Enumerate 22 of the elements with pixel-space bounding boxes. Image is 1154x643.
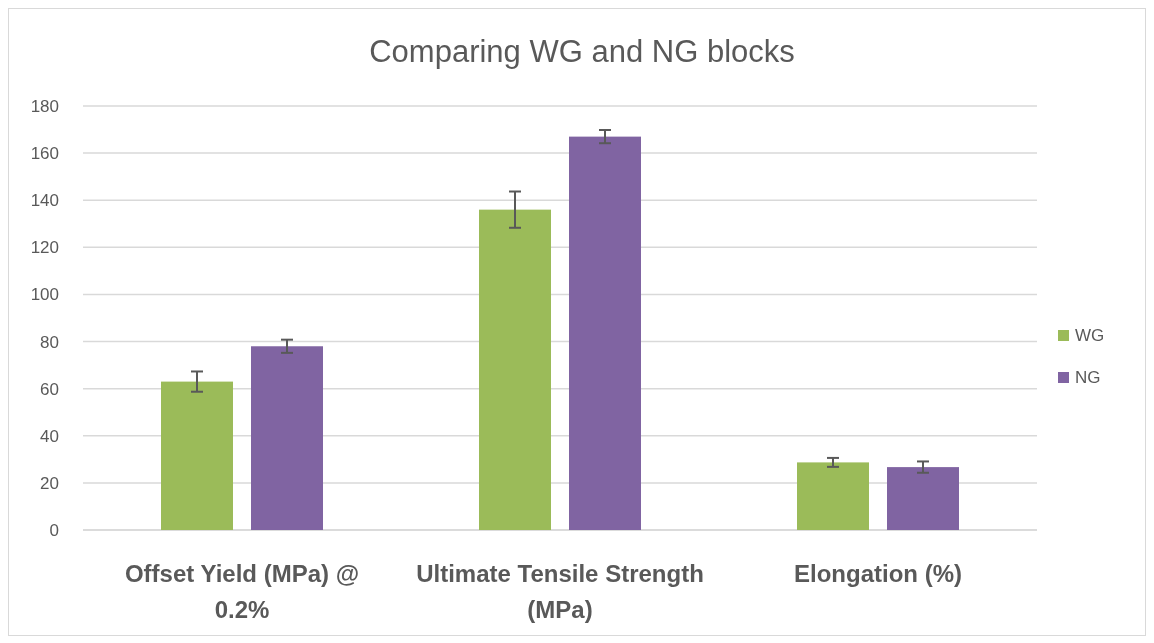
- x-tick-label: Elongation (%): [794, 560, 962, 587]
- legend-label: WG: [1075, 326, 1105, 345]
- bar: [479, 209, 551, 530]
- x-tick-label: Offset Yield (MPa) @ 0.2%: [124, 560, 360, 623]
- legend-label: NG: [1075, 368, 1101, 387]
- y-tick-label: 20: [40, 473, 59, 493]
- y-tick-label: 60: [40, 379, 59, 399]
- bar: [887, 467, 959, 530]
- y-tick-label: 0: [49, 520, 59, 540]
- bar: [251, 346, 323, 530]
- y-tick-label: 180: [30, 96, 59, 116]
- bar: [161, 381, 233, 530]
- y-tick-label: 120: [30, 238, 59, 258]
- bar: [797, 462, 869, 530]
- chart-title: Comparing WG and NG blocks: [369, 34, 795, 69]
- y-tick-label: 40: [40, 426, 59, 446]
- y-tick-label: 100: [30, 285, 59, 305]
- y-tick-label: 140: [30, 191, 59, 211]
- y-tick-label: 160: [30, 144, 59, 164]
- x-tick-label: Ultimate Tensile Strength (MPa): [416, 560, 704, 623]
- bar: [569, 136, 641, 530]
- y-tick-label: 80: [40, 332, 59, 352]
